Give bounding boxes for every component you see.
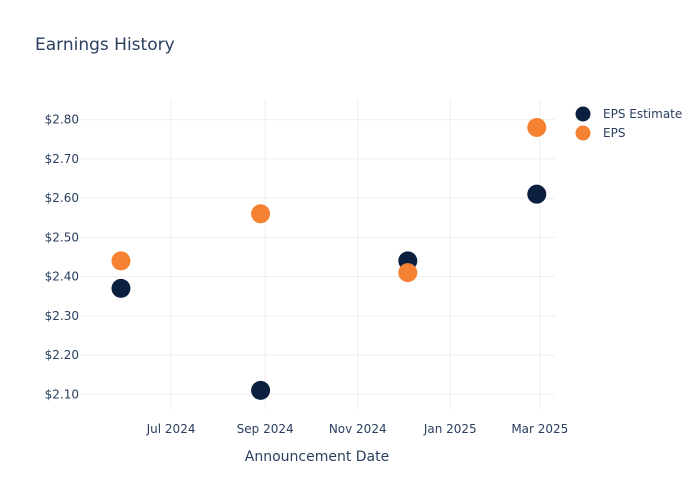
y-axis-ticks: $2.10 $2.20 $2.30 $2.40 $2.50 $2.60 $2.70 $2.80 <box>45 113 79 402</box>
legend-item-eps[interactable]: EPS <box>575 125 626 141</box>
x-tick-label: Jan 2025 <box>423 422 477 436</box>
legend[interactable]: EPS Estimate EPS <box>575 106 683 141</box>
legend-label: EPS <box>603 126 625 140</box>
x-tick-label: Mar 2025 <box>511 422 568 436</box>
x-tick-label: Nov 2024 <box>329 422 387 436</box>
legend-marker <box>575 106 591 122</box>
legend-marker <box>575 125 591 141</box>
eps-point[interactable] <box>111 251 131 271</box>
eps-estimate-point[interactable] <box>111 278 131 298</box>
x-tick-label: Jul 2024 <box>146 422 196 436</box>
eps-point[interactable] <box>398 263 418 283</box>
eps-estimate-point[interactable] <box>251 380 271 400</box>
y-tick-label: $2.40 <box>45 270 79 284</box>
eps-point[interactable] <box>527 117 547 137</box>
chart-title: Earnings History <box>35 35 175 55</box>
y-tick-label: $2.80 <box>45 113 79 127</box>
legend-label: EPS Estimate <box>603 107 682 121</box>
grid-layer <box>80 100 555 410</box>
data-points <box>111 117 547 400</box>
y-tick-label: $2.60 <box>45 191 79 205</box>
x-tick-label: Sep 2024 <box>237 422 294 436</box>
eps-point[interactable] <box>251 204 271 224</box>
y-tick-label: $2.30 <box>45 309 79 323</box>
y-tick-label: $2.50 <box>45 230 79 244</box>
y-tick-label: $2.70 <box>45 152 79 166</box>
y-tick-label: $2.20 <box>45 348 79 362</box>
x-axis-title: Announcement Date <box>245 449 389 465</box>
legend-item-eps-estimate[interactable]: EPS Estimate <box>575 106 683 122</box>
y-tick-label: $2.10 <box>45 387 79 401</box>
eps-estimate-point[interactable] <box>527 184 547 204</box>
x-axis-ticks: Jul 2024 Sep 2024 Nov 2024 Jan 2025 Mar 2025 <box>146 422 569 436</box>
